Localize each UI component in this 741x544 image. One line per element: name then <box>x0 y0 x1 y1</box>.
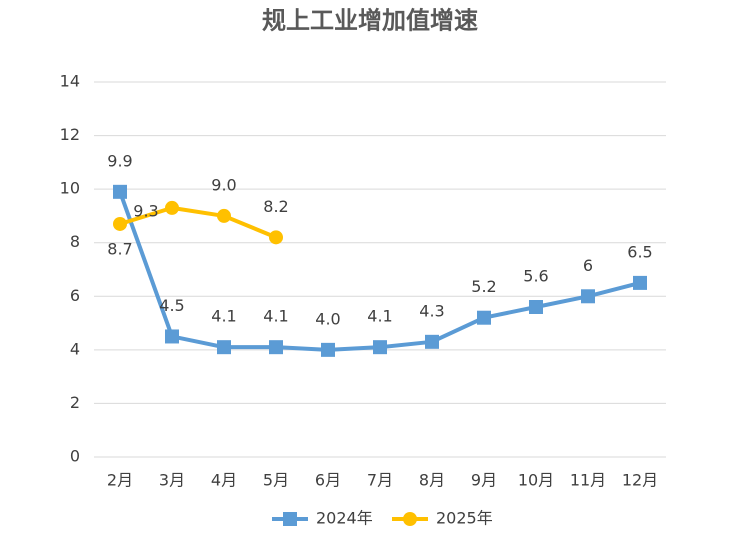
data-label: 9.9 <box>107 151 132 170</box>
x-tick-label: 10月 <box>518 471 554 490</box>
series-line <box>119 205 277 240</box>
chart-title: 规上工业增加值增速 <box>262 6 478 35</box>
data-point <box>373 340 387 355</box>
data-label: 4.1 <box>367 307 392 326</box>
data-label: 4.3 <box>419 301 444 320</box>
data-label: 9.0 <box>211 175 236 194</box>
y-tick-label: 12 <box>60 125 80 144</box>
data-label: 4.1 <box>211 307 236 326</box>
data-label: 5.6 <box>523 267 548 286</box>
y-tick-label: 14 <box>60 72 80 91</box>
data-point <box>581 289 595 304</box>
data-point <box>269 340 283 355</box>
series-line <box>118 191 641 352</box>
y-tick-label: 6 <box>70 286 80 305</box>
y-tick-label: 8 <box>70 232 80 251</box>
x-tick-label: 9月 <box>471 471 497 490</box>
data-point <box>477 310 491 325</box>
data-point <box>321 342 335 357</box>
x-tick-label: 8月 <box>419 471 445 490</box>
data-point <box>217 208 231 223</box>
data-label: 4.0 <box>315 309 340 328</box>
data-point <box>217 340 231 355</box>
x-tick-label: 7月 <box>367 471 393 490</box>
data-point <box>633 275 647 290</box>
x-tick-label: 12月 <box>622 471 658 490</box>
data-point <box>113 184 127 199</box>
x-tick-label: 3月 <box>159 471 185 490</box>
x-tick-label: 11月 <box>570 471 606 490</box>
legend-label: 2025年 <box>436 509 493 528</box>
y-tick-label: 0 <box>70 447 80 466</box>
legend-marker <box>403 512 417 526</box>
x-tick-label: 4月 <box>211 471 237 490</box>
x-tick-label: 5月 <box>263 471 289 490</box>
data-point <box>529 300 543 314</box>
data-label: 5.2 <box>471 277 496 296</box>
y-tick-label: 4 <box>70 339 80 358</box>
data-point <box>425 334 439 349</box>
data-label: 4.5 <box>159 296 184 315</box>
data-point <box>165 200 179 215</box>
data-label: 8.2 <box>263 197 288 216</box>
legend-label: 2024年 <box>316 509 373 528</box>
data-label: 6.5 <box>627 242 652 261</box>
x-tick-label: 6月 <box>315 471 341 490</box>
data-label: 4.1 <box>263 307 288 326</box>
data-point <box>269 230 283 245</box>
legend-marker <box>283 512 297 526</box>
data-label: 6 <box>583 256 593 275</box>
data-label: 9.3 <box>133 201 158 220</box>
y-tick-label: 2 <box>70 393 80 412</box>
data-label: 8.7 <box>107 239 132 258</box>
x-tick-label: 2月 <box>107 471 133 490</box>
data-point <box>165 329 179 344</box>
y-tick-label: 10 <box>60 179 80 198</box>
data-point <box>113 216 127 231</box>
